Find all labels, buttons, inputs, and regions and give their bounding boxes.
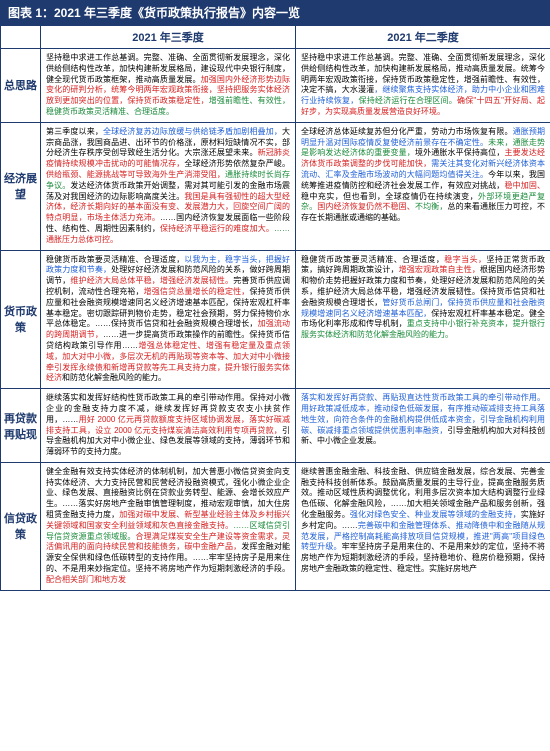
- text-segment: 境外通胀水平保持高位，: [415, 148, 505, 157]
- text-segment: 供给瓶颈、能源挑战等可导致海外生产消滞受阻，: [46, 170, 225, 179]
- text-segment: 强化对绿色安全、种业发展等领域的金融支持，: [350, 510, 521, 519]
- text-segment: 国内经济恢复仍然不稳固、: [317, 202, 415, 211]
- cell-q2: 继续普惠金融金融、科技金融、供应链金融发展，综合发展、完善金融支持科技创新体系。…: [296, 462, 550, 590]
- text-segment: 保持经济平稳运行的难度加大。: [160, 224, 274, 233]
- col-header-q3: 2021 年三季度: [41, 26, 296, 49]
- text-segment: 和防范化解金融风险的能力。: [62, 373, 166, 382]
- text-segment: 增强信贷总量增长的稳定性，: [144, 287, 250, 296]
- text-segment: 稳中充实，但也看到，全球疫情仍在持续演变，: [301, 192, 478, 201]
- text-segment: 通胀压力总体可控。: [46, 235, 118, 244]
- cell-q2: 全球经济总体延续复苏但分化严重，劳动力市场恢复有限。通胀预期明显升温对国际疫情反…: [296, 122, 550, 250]
- cell-q3: 坚持稳中求进工作总基调。完整、准确、全面贯彻新发展理念，深化供给侧结构性改革，加…: [41, 49, 296, 123]
- col-header-q2: 2021 年二季度: [296, 26, 550, 49]
- row-label: 经济展望: [1, 122, 41, 250]
- row-label: 再贷款再贴现: [1, 389, 41, 463]
- policy-table: 2021 年三季度 2021 年二季度 总思路 坚持稳中求进工作总基调。完整、准…: [0, 25, 550, 591]
- text-segment: 全球经济总体延续复苏但分化严重，劳动力市场恢复有限。: [301, 127, 513, 136]
- text-segment: 全球经济形势依然复杂严峻。: [184, 159, 290, 168]
- cell-q3: 健全金融有效支持实体经济的体制机制，加大普惠小微信贷资金向支持实体经济、大力支持…: [41, 462, 296, 590]
- cell-q3: 继续落实和发挥好结构性货币政策工具的牵引带动作用。保持对小微企业的金融支持力度不…: [41, 389, 296, 463]
- text-segment: 稳字当头，: [444, 255, 486, 264]
- text-segment: 稳健货币政策要灵活精准、合理适度，: [46, 255, 184, 264]
- text-segment: 全球经济复苏边际放缓与供给链矛盾加剧相叠加，: [103, 127, 282, 136]
- cell-q2: 落实和发挥好再贷款、再贴现直达性货币政策工具的牵引带动作用。用好政策减低成本，推…: [296, 389, 550, 463]
- row-label: 货币政策: [1, 250, 41, 389]
- text-segment: 稳中加固、: [504, 181, 545, 190]
- text-segment: 不均衡，: [415, 202, 448, 211]
- text-segment: 保持经济运行在合理区间。: [358, 96, 457, 105]
- cell-q2: 稳健货币政策要灵活精准、合理适度，稳字当头，坚持正常货币政策，搞好跨周期政策设计…: [296, 250, 550, 389]
- cell-q3: 稳健货币政策要灵活精准、合理适度，以我为主，稳字当头，把握好政策力度和节奏，处理…: [41, 250, 296, 389]
- cell-q2: 坚持稳中求进工作总基调。完整、准确、全面贯彻新发展理念，深化供给侧结构性改革，加…: [296, 49, 550, 123]
- row-label: 总思路: [1, 49, 41, 123]
- row-label: 信贷政策: [1, 462, 41, 590]
- text-segment: 配合相关部门和地方发: [46, 575, 126, 584]
- corner-cell: [1, 26, 41, 49]
- text-segment: 维护经济大局总体平稳，增强经济发展韧性。: [70, 276, 233, 285]
- text-segment: 增强宏观政策自主性，: [399, 265, 480, 274]
- text-segment: 第三季度以来，: [46, 127, 103, 136]
- text-segment: 稳健货币政策要灵活精准、合理适度，: [301, 255, 444, 264]
- text-segment: 用好 2000 亿元再贷款额度支持区域协调发展，落实好碳减排支持工具，设立 20…: [46, 415, 290, 435]
- chart-title: 图表 1：2021 年三季度《货币政策执行报告》内容一览: [0, 0, 550, 25]
- cell-q3: 第三季度以来，全球经济复苏边际放缓与供给链矛盾加剧相叠加，大宗商品涨，我国商品进…: [41, 122, 296, 250]
- text-segment: ……: [274, 224, 290, 233]
